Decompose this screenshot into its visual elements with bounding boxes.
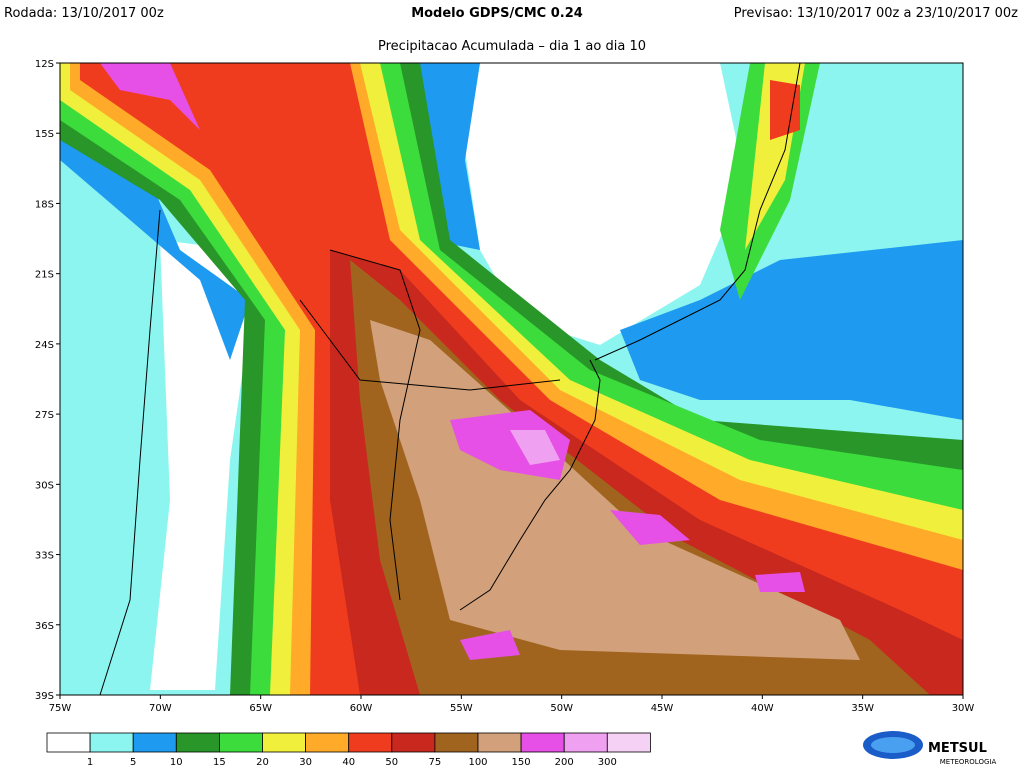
level-label: 20 xyxy=(256,757,269,768)
color-swatch xyxy=(348,732,393,753)
precipitation-map xyxy=(60,63,963,695)
level-label: 10 xyxy=(170,757,183,768)
lon-label: 60W xyxy=(350,703,373,714)
level-label: 150 xyxy=(512,757,531,768)
lat-label: 39S xyxy=(35,691,54,702)
level-label: 100 xyxy=(468,757,487,768)
lat-label: 18S xyxy=(35,199,54,210)
lat-label: 12S xyxy=(35,59,54,70)
lon-label: 40W xyxy=(751,703,774,714)
color-swatch xyxy=(305,732,350,753)
color-swatch xyxy=(477,732,522,753)
lat-label: 15S xyxy=(35,129,54,140)
color-swatch xyxy=(132,732,177,753)
logo: METSUL METEOROLOGIA xyxy=(863,731,996,766)
color-swatch xyxy=(391,732,436,753)
color-swatch xyxy=(563,732,608,753)
color-swatch xyxy=(434,732,479,753)
lat-label: 24S xyxy=(35,340,54,351)
color-swatch xyxy=(46,732,91,753)
lat-label: 21S xyxy=(35,270,54,281)
level-label: 15 xyxy=(213,757,226,768)
color-swatch xyxy=(89,732,134,753)
subtitle: Precipitacao Acumulada – dia 1 ao dia 10 xyxy=(378,39,646,54)
level-label: 5 xyxy=(130,757,136,768)
logo-tagline: METEOROLOGIA xyxy=(940,758,997,766)
lat-label: 27S xyxy=(35,410,54,421)
lon-label: 70W xyxy=(149,703,172,714)
lon-label: 75W xyxy=(49,703,72,714)
level-label: 40 xyxy=(342,757,355,768)
level-label: 30 xyxy=(299,757,312,768)
level-label: 50 xyxy=(385,757,398,768)
lat-label: 33S xyxy=(35,551,54,562)
lon-label: 30W xyxy=(952,703,975,714)
level-label: 200 xyxy=(555,757,574,768)
forecast-label: Previsao: 13/10/2017 00z a 23/10/2017 00… xyxy=(734,6,1018,21)
lon-label: 50W xyxy=(550,703,573,714)
color-swatch xyxy=(262,732,306,753)
run-label: Rodada: 13/10/2017 00z xyxy=(4,6,164,21)
lat-label: 36S xyxy=(35,621,54,632)
color-swatch xyxy=(520,732,565,753)
model-label: Modelo GDPS/CMC 0.24 xyxy=(411,6,583,21)
lon-label: 55W xyxy=(450,703,473,714)
colorbar: 1 5 10 15 20 30 40 50 75 100 150 200 300 xyxy=(46,732,651,768)
color-swatch xyxy=(218,732,263,753)
level-label: 1 xyxy=(87,757,93,768)
color-swatch xyxy=(606,732,651,753)
level-label: 300 xyxy=(598,757,617,768)
color-swatch xyxy=(175,732,220,753)
lon-label: 65W xyxy=(249,703,272,714)
lon-label: 45W xyxy=(651,703,674,714)
level-label: 75 xyxy=(429,757,442,768)
map-frame xyxy=(59,62,964,696)
logo-name: METSUL xyxy=(928,741,987,756)
lon-label: 35W xyxy=(851,703,874,714)
lat-label: 30S xyxy=(35,480,54,491)
